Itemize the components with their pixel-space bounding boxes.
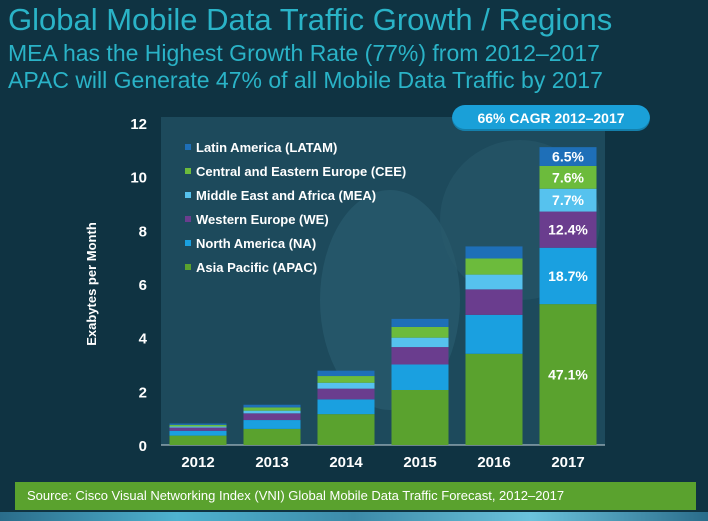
- bar-segment-we-2014: [317, 388, 375, 400]
- y-tick-label: 12: [130, 116, 147, 133]
- legend-entry-latam: Latin America (LATAM): [196, 140, 337, 155]
- bar-segment-cee-2015: [391, 326, 449, 338]
- bar-segment-we-2013: [243, 413, 301, 421]
- bar-segment-na-2012: [169, 430, 227, 436]
- y-tick-label: 0: [139, 438, 147, 455]
- bar-segment-na-2014: [317, 399, 375, 415]
- bar-segment-we-2017: [539, 211, 597, 248]
- bar-segment-apac-2014: [317, 414, 375, 445]
- bar-segment-mea-2012: [169, 426, 227, 428]
- bar-segment-na-2016: [465, 314, 523, 354]
- y-tick-label: 10: [130, 170, 147, 187]
- bar-segment-na-2015: [391, 364, 449, 390]
- legend-entry-apac: Asia Pacific (APAC): [196, 260, 317, 275]
- bar-segment-latam-2015: [391, 318, 449, 327]
- data-label-latam: 6.5%: [552, 149, 584, 165]
- bar-segment-mea-2017: [539, 188, 597, 212]
- legend-swatch-na: [185, 240, 191, 246]
- legend-swatch-cee: [185, 168, 191, 174]
- bar-segment-cee-2014: [317, 376, 375, 383]
- data-label-we: 12.4%: [548, 222, 588, 238]
- bar-segment-apac-2017: [539, 304, 597, 445]
- legend-swatch-we: [185, 216, 191, 222]
- y-tick-label: 6: [139, 277, 147, 294]
- bar-segment-apac-2012: [169, 435, 227, 445]
- legend-entry-na: North America (NA): [196, 236, 316, 251]
- bar-segment-mea-2015: [391, 337, 449, 348]
- x-tick-label: 2015: [403, 454, 436, 471]
- bar-segment-we-2016: [465, 289, 523, 315]
- bar-segment-cee-2013: [243, 407, 301, 411]
- x-tick-label: 2016: [477, 454, 510, 471]
- bar-segment-latam-2014: [317, 370, 375, 377]
- bar-segment-we-2012: [169, 427, 227, 431]
- data-label-mea: 7.7%: [552, 192, 584, 208]
- x-tick-label: 2013: [255, 454, 288, 471]
- bar-segment-apac-2016: [465, 353, 523, 445]
- y-tick-label: 8: [139, 223, 147, 240]
- source-bar: Source: Cisco Visual Networking Index (V…: [15, 482, 696, 510]
- x-tick-label: 2012: [181, 454, 214, 471]
- y-tick-label: 2: [139, 384, 147, 401]
- x-tick-label: 2017: [551, 454, 584, 471]
- page-title: Global Mobile Data Traffic Growth / Regi…: [8, 2, 613, 37]
- legend-swatch-mea: [185, 192, 191, 198]
- decorative-stripe: [0, 512, 708, 521]
- data-label-na: 18.7%: [548, 268, 588, 284]
- bar-segment-na-2013: [243, 420, 301, 429]
- cagr-badge: 66% CAGR 2012–2017: [452, 105, 650, 131]
- data-label-cee: 7.6%: [552, 169, 584, 185]
- legend-swatch-latam: [185, 144, 191, 150]
- y-axis-label: Exabytes per Month: [84, 222, 99, 346]
- bar-segment-na-2017: [539, 247, 597, 305]
- bar-segment-latam-2016: [465, 246, 523, 259]
- bar-segment-latam-2013: [243, 404, 301, 408]
- bar-segment-mea-2014: [317, 382, 375, 389]
- data-label-apac: 47.1%: [548, 367, 588, 383]
- x-tick-label: 2014: [329, 454, 363, 471]
- legend-entry-mea: Middle East and Africa (MEA): [196, 188, 376, 203]
- bar-segment-mea-2016: [465, 274, 523, 290]
- subtitle-mea: MEA has the Highest Growth Rate (77%) fr…: [8, 40, 600, 66]
- legend-entry-cee: Central and Eastern Europe (CEE): [196, 164, 406, 179]
- legend-entry-we: Western Europe (WE): [196, 212, 329, 227]
- legend-swatch-apac: [185, 264, 191, 270]
- bar-segment-latam-2017: [539, 147, 597, 166]
- bar-segment-we-2015: [391, 347, 449, 365]
- bar-segment-cee-2017: [539, 165, 597, 189]
- bar-segment-latam-2012: [169, 423, 227, 425]
- bar-segment-apac-2015: [391, 389, 449, 445]
- bar-segment-cee-2016: [465, 258, 523, 275]
- subtitle-apac: APAC will Generate 47% of all Mobile Dat…: [8, 67, 603, 93]
- bar-segment-mea-2013: [243, 410, 301, 414]
- bar-segment-cee-2012: [169, 424, 227, 427]
- bar-segment-apac-2013: [243, 428, 301, 445]
- y-tick-label: 4: [139, 331, 148, 348]
